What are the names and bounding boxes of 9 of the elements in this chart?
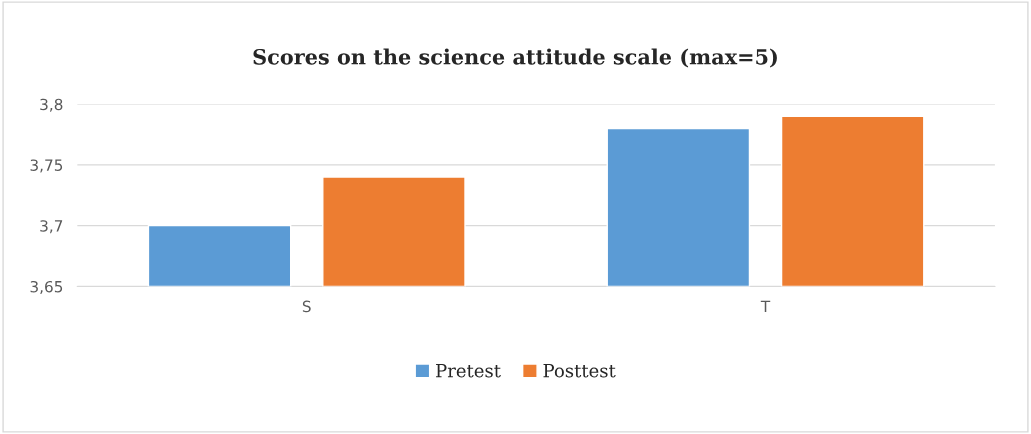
y-tick-label: 3,8 — [40, 98, 63, 112]
y-tick-label: 3,75 — [30, 159, 63, 173]
y-tick-label: 3,65 — [30, 280, 63, 295]
legend-label: Posttest — [543, 364, 616, 378]
y-tick-label: 3,7 — [40, 220, 63, 234]
chart-title: Scores on the science attitude scale (max=5) — [253, 48, 777, 68]
legend-label: Pretest — [436, 364, 501, 378]
x-tick-label: S — [302, 300, 311, 313]
x-tick-label: T — [760, 300, 771, 312]
